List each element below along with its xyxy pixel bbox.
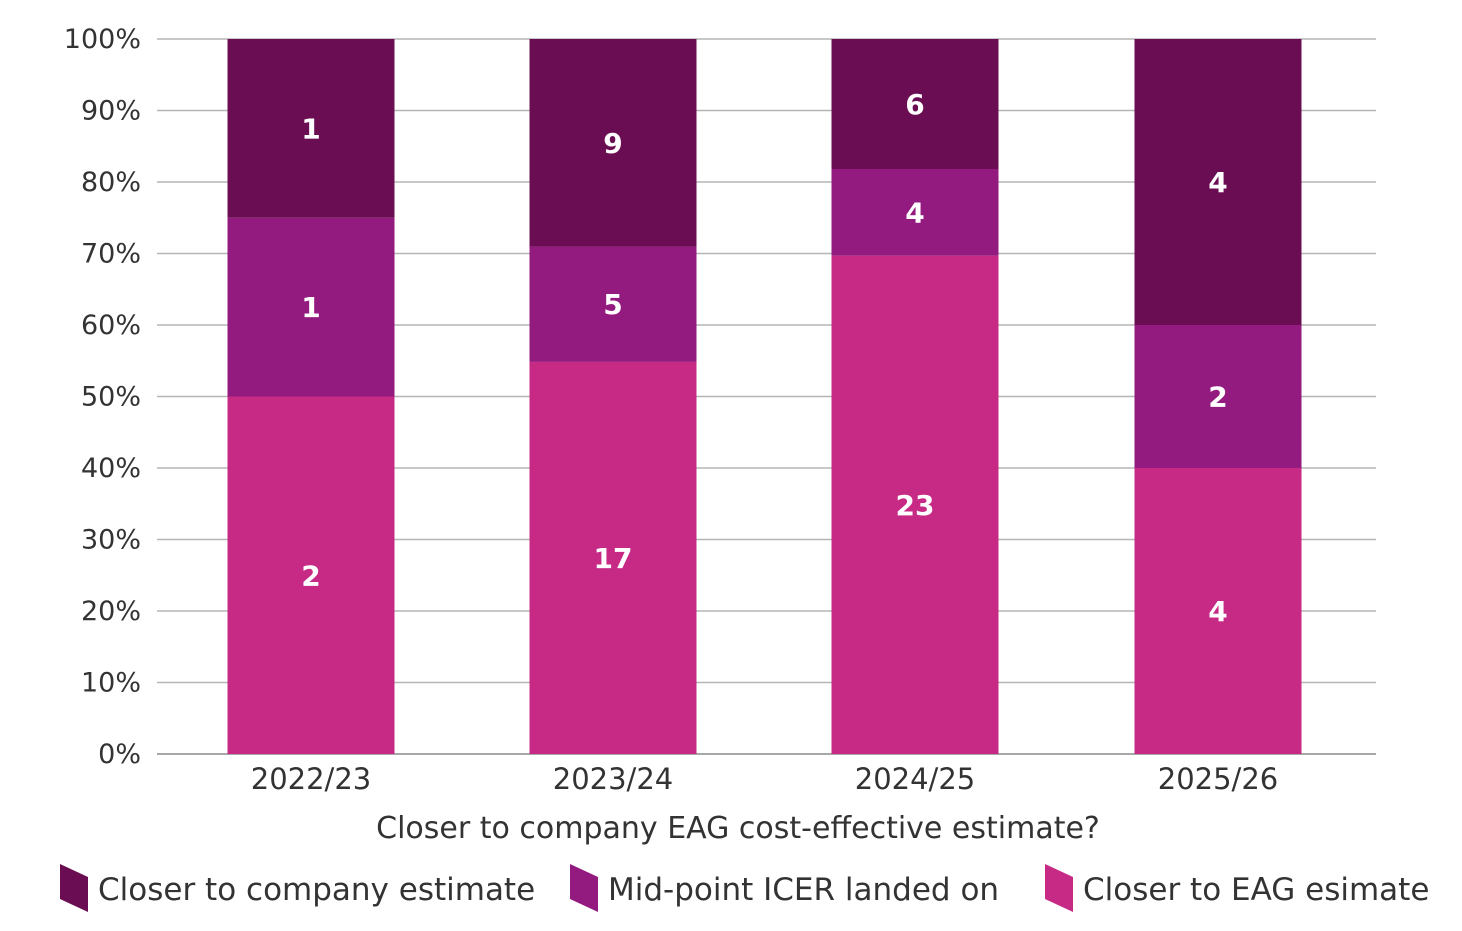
data-label: 6 xyxy=(905,88,924,121)
legend-item: Closer to company estimate xyxy=(60,864,535,912)
bar-segment xyxy=(529,361,697,754)
legend-swatch xyxy=(1045,864,1073,912)
bar-segment xyxy=(529,246,697,362)
y-tick-label: 70% xyxy=(81,239,141,270)
y-tick-label: 30% xyxy=(81,525,141,556)
data-label: 17 xyxy=(594,542,633,575)
bar-segment xyxy=(529,39,697,247)
bar-segment xyxy=(1134,468,1302,754)
legend-label: Closer to EAG esimate xyxy=(1083,872,1429,908)
data-labels: 2 1 1 17 5 9 23 4 6 4 2 4 xyxy=(301,88,1227,628)
data-label: 4 xyxy=(1208,166,1227,199)
data-label: 1 xyxy=(301,112,320,145)
bar-segment xyxy=(227,39,395,218)
data-label: 23 xyxy=(896,489,935,522)
legend-label: Closer to company estimate xyxy=(98,872,535,908)
y-tick-label: 10% xyxy=(81,668,141,699)
y-tick-label: 60% xyxy=(81,310,141,341)
y-tick-label: 90% xyxy=(81,96,141,127)
data-label: 4 xyxy=(1208,595,1227,628)
bar-segment xyxy=(831,255,999,754)
x-tick-label: 2024/25 xyxy=(855,762,975,796)
bars xyxy=(227,39,1302,754)
bar-segment xyxy=(227,396,395,754)
y-tick-label: 40% xyxy=(81,453,141,484)
y-tick-label: 20% xyxy=(81,596,141,627)
legend-label: Mid-point ICER landed on xyxy=(608,872,999,908)
legend-swatch xyxy=(570,864,598,912)
bar-segment xyxy=(1134,39,1302,325)
x-tick-label: 2023/24 xyxy=(553,762,673,796)
data-label: 9 xyxy=(603,127,622,160)
bar-segment xyxy=(831,169,999,256)
y-tick-label: 0% xyxy=(98,739,141,770)
y-tick-label: 50% xyxy=(81,382,141,413)
legend-item: Closer to EAG esimate xyxy=(1045,864,1429,912)
data-label: 5 xyxy=(603,288,622,321)
bar-segment xyxy=(831,39,999,169)
bar-segment xyxy=(227,217,395,397)
data-label: 4 xyxy=(905,196,924,229)
legend: Closer to company estimate Mid-point ICER… xyxy=(60,864,1429,912)
y-tick-label: 80% xyxy=(81,167,141,198)
x-axis-ticks: 2022/23 2023/24 2024/25 2025/26 xyxy=(251,762,1278,796)
bar-segment xyxy=(1134,325,1302,468)
y-tick-label: 100% xyxy=(64,24,141,55)
y-axis-ticks: 0% 10% 20% 30% 40% 50% 60% 70% 80% 90% 100% xyxy=(64,24,141,770)
x-tick-label: 2025/26 xyxy=(1158,762,1278,796)
legend-swatch xyxy=(60,864,88,912)
x-tick-label: 2022/23 xyxy=(251,762,371,796)
data-label: 1 xyxy=(301,291,320,324)
legend-item: Mid-point ICER landed on xyxy=(570,864,999,912)
x-axis-title: Closer to company EAG cost-effective est… xyxy=(376,811,1100,846)
data-label: 2 xyxy=(301,559,320,592)
data-label: 2 xyxy=(1208,381,1227,414)
